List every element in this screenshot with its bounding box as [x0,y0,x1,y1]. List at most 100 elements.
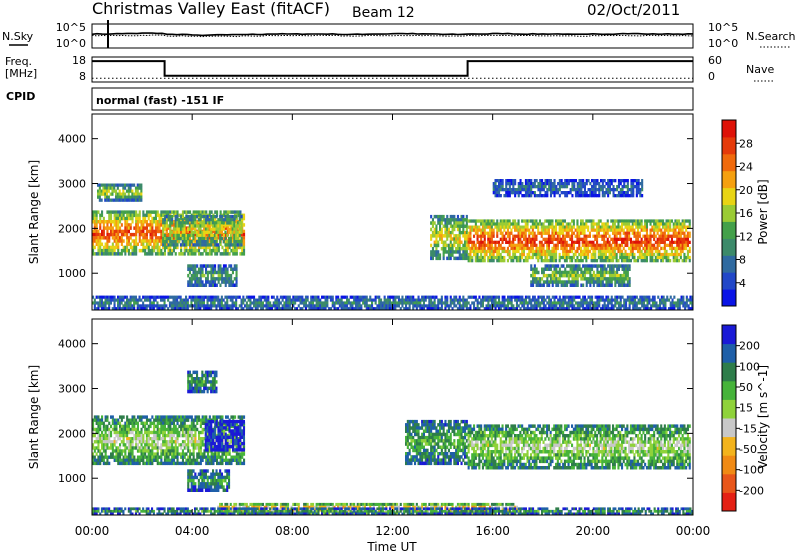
heatmap-cell [440,214,443,219]
heatmap-cell [460,256,463,261]
heatmap-cell [201,236,204,241]
heatmap-cell [190,252,193,256]
heatmap-cell [494,222,497,226]
heatmap-cell [494,185,497,189]
heatmap-cell [629,243,632,247]
heatmap-cell [496,240,499,244]
heatmap-cell [181,213,184,218]
heatmap-cell [247,307,250,311]
heatmap-cell [537,270,540,275]
heatmap-cell [106,195,109,199]
heatmap-cell [453,237,456,241]
heatmap-cell [331,304,334,308]
heatmap-cell [145,239,148,243]
heatmap-cell [312,304,315,308]
heatmap-cell [483,231,486,235]
heatmap-cell [567,264,570,268]
heatmap-cell [254,304,257,308]
noise-search-label: N.Search [746,30,796,43]
heatmap-cell [197,280,200,284]
heatmap-cell [324,295,327,299]
heatmap-cell [462,304,465,308]
heatmap-cell [449,221,452,225]
heatmap-cell [503,298,506,302]
heatmap-cell [688,255,691,260]
heatmap-cell [628,234,631,238]
heatmap-cell [686,225,689,229]
heatmap-cell [433,253,436,257]
heatmap-cell [279,307,282,311]
heatmap-cell [113,213,116,218]
heatmap-cell [583,234,586,238]
heatmap-cell [210,283,213,287]
heatmap-cell [93,301,96,305]
heatmap-cell [171,240,174,244]
heatmap-cell [644,298,647,302]
heatmap-cell [365,307,368,311]
heatmap-cell [93,216,96,221]
heatmap-cell [312,298,315,302]
heatmap-cell [541,194,544,198]
heatmap-cell [117,232,120,237]
heatmap-cell [190,273,193,278]
heatmap-cell [458,247,461,251]
heatmap-cell [136,301,139,305]
heatmap-cell [565,243,568,247]
heatmap-cell [446,301,449,305]
heatmap-cell [226,229,229,234]
heatmap-cell [646,298,649,302]
heatmap-cell [140,192,143,196]
heatmap-cell [465,301,468,305]
heatmap-cell [583,237,586,241]
heatmap-cell [431,256,434,261]
heatmap-cell [444,295,447,299]
heatmap-cell [392,298,395,302]
heatmap-cell [333,301,336,305]
heatmap-cell [203,243,206,247]
heatmap-cell [642,259,645,263]
heatmap-cell [106,198,109,202]
heatmap-cell [635,307,638,311]
heatmap-cell [546,219,549,223]
heatmap-cell [594,252,597,257]
heatmap-cell [607,304,610,308]
heatmap-cell [592,222,595,226]
heatmap-cell [530,249,533,254]
heatmap-cell [628,237,631,241]
heatmap-cell [181,252,184,256]
heatmap-cell [580,301,583,305]
heatmap-cell [215,233,218,238]
heatmap-cell [174,230,177,234]
heatmap-cell [487,246,490,251]
heatmap-cell [544,179,547,183]
heatmap-cell [214,267,217,271]
heatmap-cell [253,301,256,305]
heatmap-cell [530,231,533,235]
heatmap-cell [612,298,615,302]
heatmap-cell [363,301,366,305]
heatmap-cell [437,230,440,235]
heatmap-cell [158,304,161,308]
heatmap-cell [167,214,170,219]
heatmap-cell [555,273,558,278]
heatmap-cell [117,304,120,308]
heatmap-cell [178,240,181,244]
heatmap-cell [510,191,513,195]
heatmap-cell [603,252,606,257]
heatmap-cell [591,301,594,305]
heatmap-cell [388,307,391,311]
heatmap-cell [654,234,657,238]
heatmap-cell [546,182,549,186]
heatmap-cell [192,218,195,222]
heatmap-cell [444,224,447,228]
heatmap-cell [598,194,601,198]
heatmap-cell [607,295,610,299]
heatmap-cell [442,256,445,261]
heatmap-cell [455,304,458,308]
heatmap-cell [626,234,629,238]
heatmap-cell [522,243,525,247]
heatmap-cell [514,188,517,192]
heatmap-cell [610,179,613,183]
heatmap-cell [649,252,652,257]
heatmap-cell [151,245,154,250]
